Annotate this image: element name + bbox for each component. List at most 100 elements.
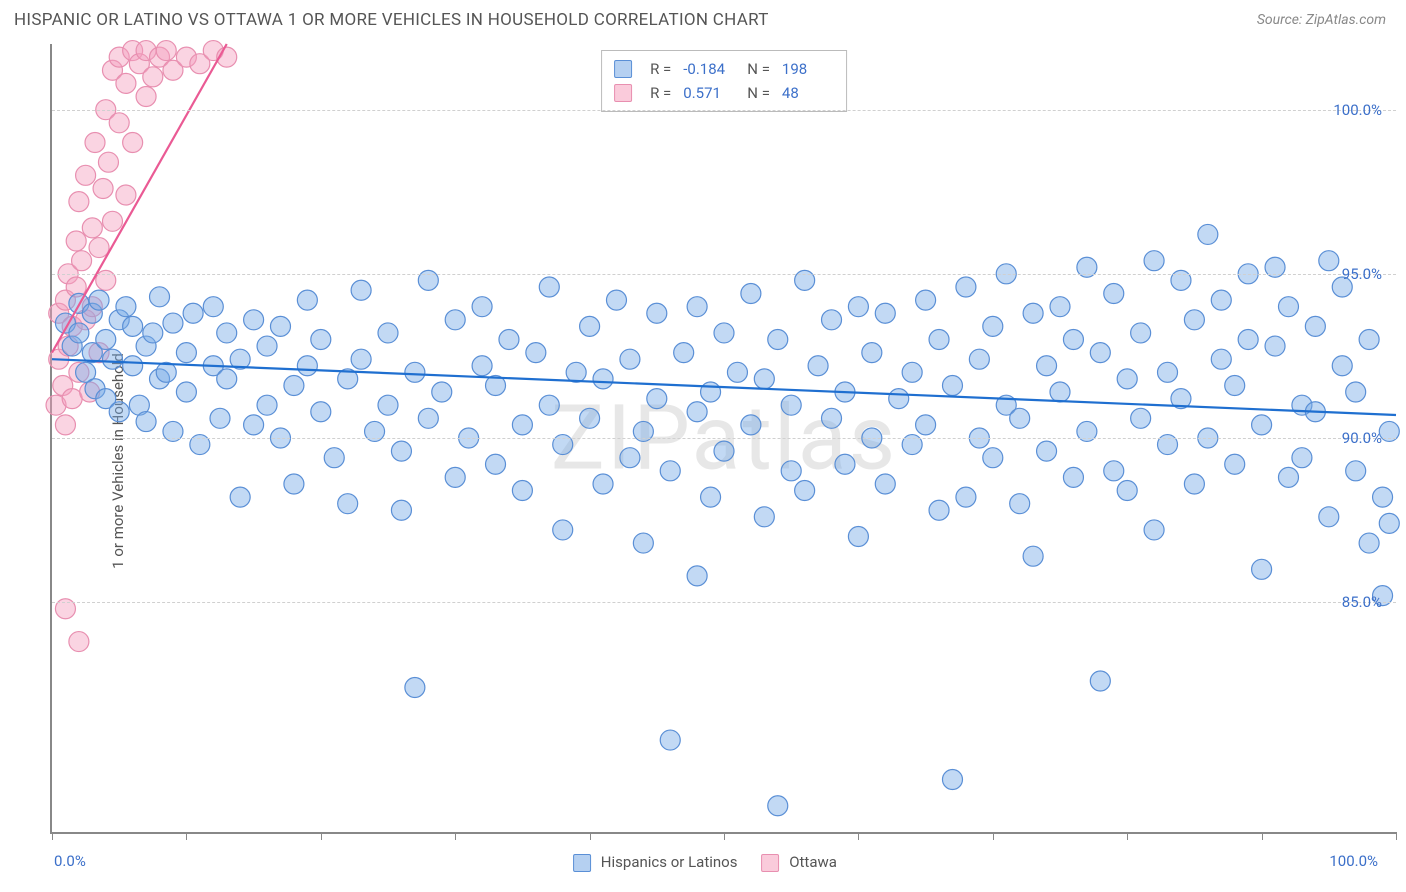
data-point	[1184, 474, 1204, 494]
data-point	[580, 408, 600, 428]
gridline	[52, 438, 1396, 439]
data-point	[1144, 251, 1164, 271]
data-point	[674, 343, 694, 363]
data-point	[391, 500, 411, 520]
data-point	[244, 310, 264, 330]
x-tick	[858, 832, 859, 840]
data-point	[203, 297, 223, 317]
data-point	[116, 297, 136, 317]
data-point	[123, 133, 143, 153]
x-tick	[455, 832, 456, 840]
x-tick	[993, 832, 994, 840]
data-point	[1379, 513, 1399, 533]
data-point	[983, 448, 1003, 468]
data-point	[123, 316, 143, 336]
data-point	[956, 487, 976, 507]
y-tick-label: 85.0%	[1342, 593, 1382, 611]
data-point	[338, 494, 358, 514]
data-point	[1359, 330, 1379, 350]
legend-label: Ottawa	[789, 853, 837, 871]
data-point	[76, 165, 96, 185]
data-point	[822, 310, 842, 330]
data-point	[1037, 441, 1057, 461]
y-tick-label: 90.0%	[1342, 429, 1382, 447]
data-point	[102, 349, 122, 369]
data-point	[109, 113, 129, 133]
data-point	[1037, 356, 1057, 376]
data-point	[445, 310, 465, 330]
data-point	[848, 527, 868, 547]
data-point	[217, 369, 237, 389]
data-point	[647, 389, 667, 409]
data-point	[754, 507, 774, 527]
data-point	[176, 343, 196, 363]
data-point	[150, 287, 170, 307]
data-point	[633, 533, 653, 553]
data-point	[929, 500, 949, 520]
data-point	[942, 769, 962, 789]
data-point	[217, 323, 237, 343]
data-point	[687, 402, 707, 422]
data-point	[754, 369, 774, 389]
data-point	[69, 323, 89, 343]
data-point	[701, 487, 721, 507]
data-point	[566, 362, 586, 382]
data-point	[1023, 303, 1043, 323]
data-point	[210, 408, 230, 428]
data-point	[391, 441, 411, 461]
data-point	[176, 382, 196, 402]
data-point	[1278, 297, 1298, 317]
data-point	[660, 730, 680, 750]
data-point	[405, 362, 425, 382]
data-point	[1050, 382, 1070, 402]
data-point	[660, 461, 680, 481]
data-point	[727, 362, 747, 382]
data-point	[701, 382, 721, 402]
x-tick	[1127, 832, 1128, 840]
legend-item: Ottawa	[761, 853, 836, 872]
data-point	[69, 192, 89, 212]
data-point	[916, 415, 936, 435]
data-point	[875, 303, 895, 323]
x-tick	[590, 832, 591, 840]
data-point	[1198, 224, 1218, 244]
y-tick-label: 100.0%	[1333, 101, 1382, 119]
data-point	[889, 389, 909, 409]
data-point	[1211, 349, 1231, 369]
data-point	[687, 566, 707, 586]
data-point	[1319, 251, 1339, 271]
data-point	[1117, 481, 1137, 501]
data-point	[378, 323, 398, 343]
data-point	[942, 375, 962, 395]
data-point	[472, 356, 492, 376]
data-point	[1104, 461, 1124, 481]
data-point	[85, 133, 105, 153]
data-point	[89, 238, 109, 258]
data-point	[916, 290, 936, 310]
data-point	[230, 487, 250, 507]
data-point	[55, 415, 75, 435]
data-point	[1010, 408, 1030, 428]
data-point	[539, 277, 559, 297]
data-point	[781, 461, 801, 481]
data-point	[969, 349, 989, 369]
data-point	[405, 678, 425, 698]
data-point	[1050, 297, 1070, 317]
data-point	[553, 520, 573, 540]
data-point	[297, 290, 317, 310]
data-point	[1238, 330, 1258, 350]
data-point	[956, 277, 976, 297]
data-point	[1278, 467, 1298, 487]
data-point	[1252, 559, 1272, 579]
data-point	[1225, 375, 1245, 395]
data-point	[486, 454, 506, 474]
x-axis-max-label: 100.0%	[1329, 852, 1378, 870]
data-point	[93, 178, 113, 198]
data-point	[714, 441, 734, 461]
x-axis-min-label: 0.0%	[54, 852, 86, 870]
data-point	[620, 448, 640, 468]
data-point	[270, 316, 290, 336]
gridline	[52, 602, 1396, 603]
data-point	[72, 251, 92, 271]
data-point	[781, 395, 801, 415]
